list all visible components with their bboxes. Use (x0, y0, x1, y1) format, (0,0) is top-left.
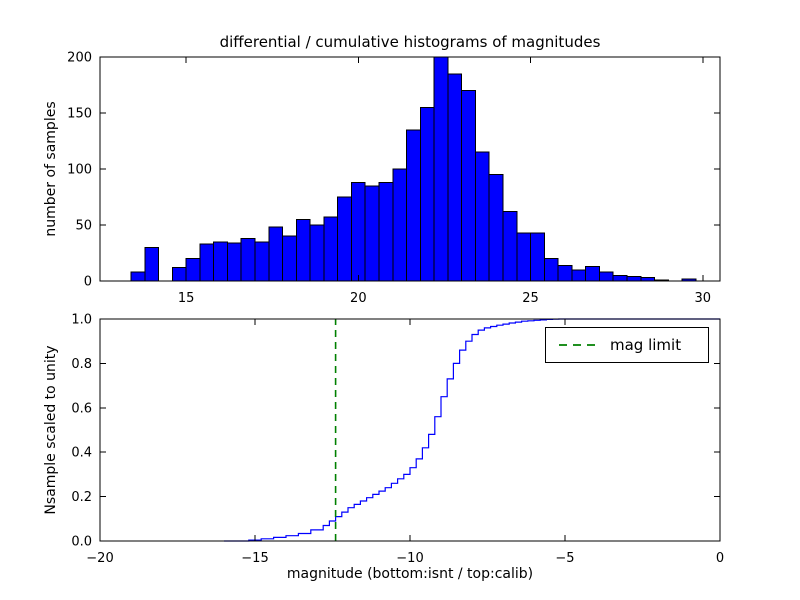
top-x-tick-label: 20 (350, 291, 367, 306)
bottom-x-tick-label: −20 (86, 551, 113, 566)
histogram-bar (282, 235, 297, 282)
histogram-bar (268, 226, 284, 282)
histogram-bar (640, 277, 656, 282)
histogram-bar (226, 242, 242, 282)
histogram-bar (585, 265, 601, 282)
histogram-bar (350, 181, 366, 282)
legend: mag limit (545, 327, 709, 363)
x-axis-label: magnitude (bottom:isnt / top:calib) (286, 566, 534, 582)
bottom-y-tick-label: 0.8 (71, 357, 92, 372)
histogram-bar (612, 274, 628, 282)
top-y-tick-label: 100 (67, 163, 92, 178)
histogram-bar (171, 267, 187, 282)
histogram-bar (240, 237, 256, 282)
histogram-bar (598, 271, 614, 282)
histogram-bar (213, 241, 228, 282)
histogram-bar (557, 264, 573, 282)
histogram-bar (309, 224, 325, 282)
histogram-bar (323, 216, 339, 282)
bottom-x-tick-label: 0 (716, 551, 724, 566)
histogram-bar (144, 246, 160, 282)
histogram-bar (364, 185, 380, 282)
bottom-y-tick-label: 0.6 (71, 401, 92, 416)
histogram-bar (199, 243, 215, 282)
chart-title: differential / cumulative histograms of … (219, 33, 601, 51)
top-x-tick-label: 25 (522, 291, 539, 306)
bottom-y-tick-label: 0.2 (71, 490, 92, 505)
top-y-axis-label: number of samples (43, 101, 59, 237)
legend-dashed-line-icon (559, 344, 597, 346)
histogram-bar (571, 269, 587, 282)
histogram-bar (337, 196, 353, 282)
histogram-bar (502, 211, 518, 282)
bottom-x-tick-label: −5 (555, 551, 574, 566)
histogram-bar (447, 73, 463, 282)
bottom-y-tick-label: 0.4 (71, 446, 92, 461)
histogram-bar (295, 218, 311, 282)
legend-label: mag limit (610, 336, 682, 354)
bottom-x-tick-label: −10 (396, 551, 423, 566)
bottom-x-tick-label: −15 (241, 551, 268, 566)
histogram-bar (185, 258, 201, 282)
histogram-bar (406, 129, 421, 282)
histogram-bar (130, 271, 146, 282)
top-y-tick-label: 50 (75, 219, 92, 234)
bottom-y-axis-label: Nsample scaled to unity (43, 345, 59, 515)
bottom-y-tick-label: 1.0 (71, 313, 92, 328)
top-y-tick-label: 150 (67, 107, 92, 122)
cumulative-step-line (224, 318, 720, 542)
top-y-tick-label: 0 (84, 275, 92, 290)
top-x-tick-label: 15 (178, 291, 195, 306)
top-x-tick-label: 30 (695, 291, 712, 306)
histogram-bar (378, 181, 394, 282)
histogram-bar (516, 232, 532, 282)
histogram-bar (530, 232, 545, 282)
histogram-bar (488, 174, 504, 282)
histogram-bar (461, 90, 477, 282)
top-y-tick-label: 200 (67, 51, 92, 66)
histogram-bar (543, 258, 559, 282)
histogram-bar (626, 276, 642, 282)
histogram-bar (474, 151, 490, 282)
histogram-bar (254, 241, 270, 282)
bottom-y-tick-label: 0.0 (71, 535, 92, 550)
histogram-bar (433, 56, 449, 282)
histogram-bar (419, 106, 435, 282)
histogram-bar (392, 168, 408, 282)
